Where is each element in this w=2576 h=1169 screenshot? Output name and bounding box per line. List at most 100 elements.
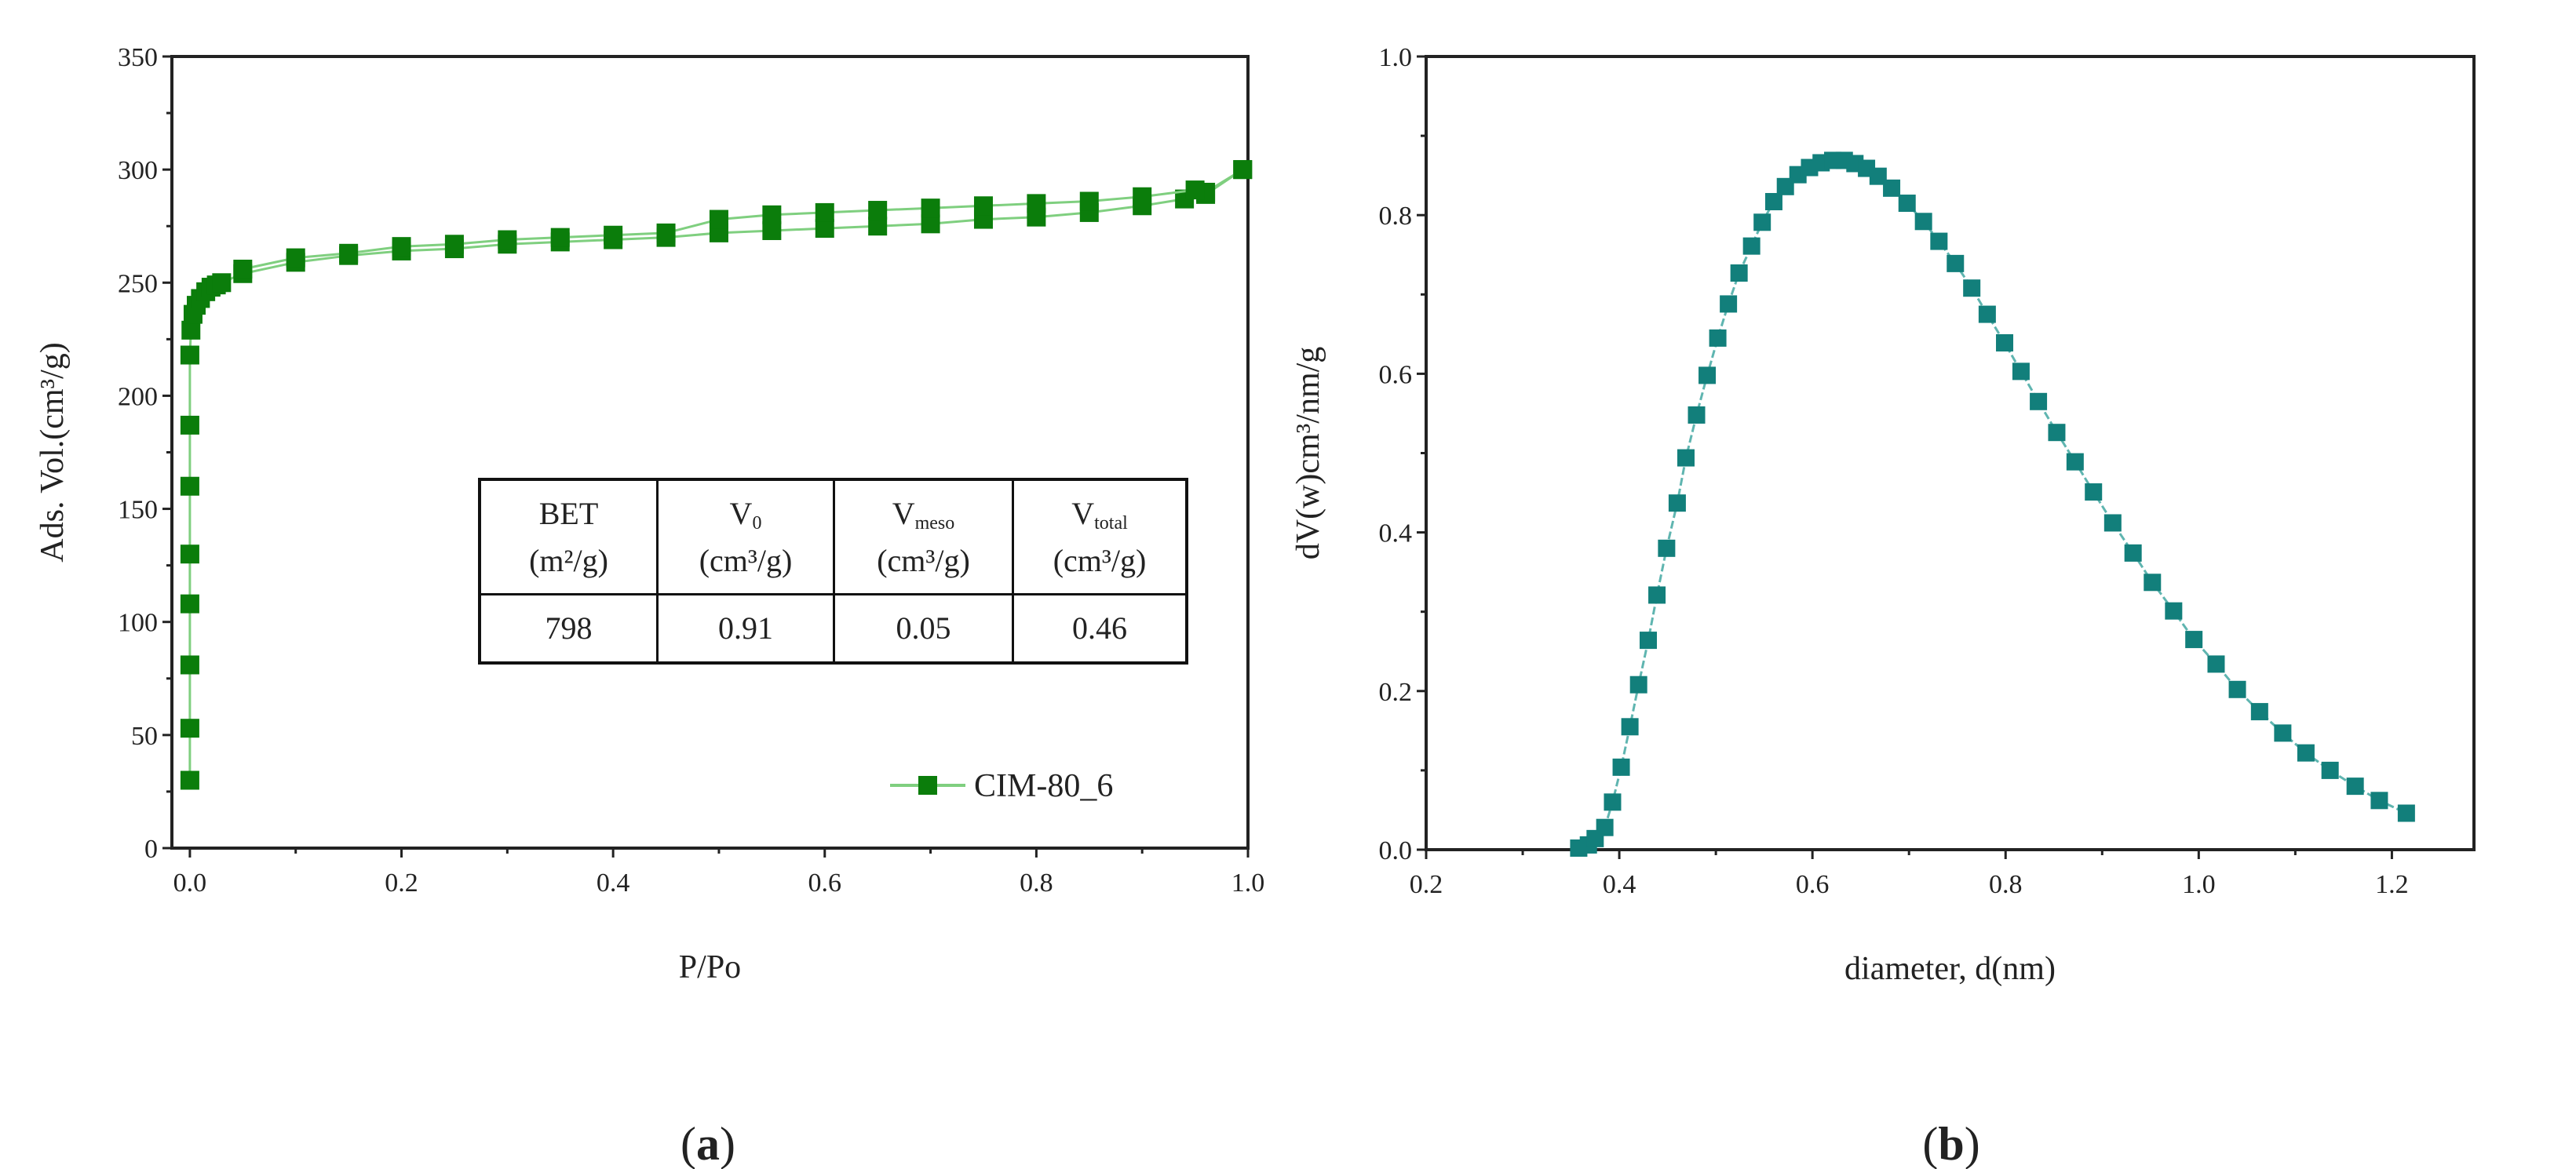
y-tick-label: 250 <box>118 269 158 298</box>
y-tick-label: 150 <box>118 496 158 525</box>
data-point <box>1612 758 1630 776</box>
data-point <box>2297 744 2315 762</box>
data-point <box>921 214 940 234</box>
data-point <box>709 209 728 229</box>
data-point <box>1079 191 1099 211</box>
data-point <box>2012 362 2030 381</box>
data-point <box>2274 724 2292 742</box>
data-point <box>180 719 199 738</box>
data-point <box>1688 406 1706 424</box>
data-point <box>2250 703 2268 721</box>
data-point <box>2085 483 2103 501</box>
x-tick-label: 0.0 <box>173 869 207 898</box>
table-header-v0: V0 (cm³/g) <box>659 481 835 595</box>
data-point <box>815 219 834 239</box>
data-point <box>815 202 834 222</box>
data-point <box>604 225 623 245</box>
data-point <box>1648 586 1666 604</box>
y-tick-label: 300 <box>118 156 158 185</box>
data-point <box>444 235 464 254</box>
table-header-vmeso: Vmeso (cm³/g) <box>835 481 1014 595</box>
data-point <box>180 476 199 496</box>
table-header-bet: BET (m²/g) <box>481 481 659 595</box>
data-point <box>212 273 232 293</box>
data-point <box>868 201 888 220</box>
y-tick-label: 350 <box>118 43 158 72</box>
data-point <box>2165 602 2183 620</box>
data-point <box>1730 264 1748 282</box>
x-tick-label: 0.8 <box>1989 870 2023 899</box>
y-tick-label: 200 <box>118 382 158 411</box>
data-point <box>762 220 782 240</box>
data-point <box>2370 792 2388 810</box>
data-point <box>2321 761 2339 779</box>
y-tick-label: 0 <box>144 835 158 864</box>
data-point <box>2030 392 2048 410</box>
data-point <box>1658 539 1676 557</box>
data-point <box>1185 180 1205 200</box>
data-point <box>1639 632 1657 650</box>
x-tick-label: 0.2 <box>1410 870 1443 899</box>
data-point <box>1720 295 1738 313</box>
data-point <box>1978 305 1996 323</box>
data-point <box>1709 329 1727 347</box>
data-point <box>2124 544 2142 562</box>
data-point <box>1996 333 2014 351</box>
data-point <box>1621 718 1639 736</box>
data-point <box>550 228 570 247</box>
data-point <box>392 237 411 257</box>
data-point <box>1898 195 1916 213</box>
x-tick-label: 0.8 <box>1020 869 1053 898</box>
x-tick-label: 1.2 <box>2375 870 2409 899</box>
data-point <box>180 770 199 790</box>
data-point <box>2228 680 2246 698</box>
data-point <box>1677 449 1695 467</box>
data-point <box>2207 655 2225 673</box>
data-point <box>1947 254 1965 272</box>
table-value-bet: 798 <box>481 595 659 661</box>
y-tick-label: 0.0 <box>1379 836 1413 865</box>
data-point <box>2346 778 2364 796</box>
x-tick-label: 0.4 <box>597 869 630 898</box>
x-tick-label: 0.4 <box>1603 870 1636 899</box>
data-point <box>180 544 199 564</box>
data-point <box>1668 494 1686 512</box>
data-point <box>921 198 940 218</box>
data-point <box>2397 804 2415 822</box>
x-tick-label: 1.0 <box>2182 870 2216 899</box>
porosity-table: BET (m²/g) V0 (cm³/g) Vmeso (cm³/g) Vtotal(… <box>478 478 1188 665</box>
data-point <box>498 230 517 249</box>
data-point <box>1596 818 1614 836</box>
data-point <box>2048 424 2066 442</box>
y-tick-label: 0.8 <box>1379 202 1413 231</box>
y-axis-label: dV(w)cm³/nm/g <box>1290 347 1326 560</box>
data-point <box>180 345 199 365</box>
plot-frame-1 <box>1425 55 2476 851</box>
data-point <box>1604 793 1622 811</box>
data-point <box>1753 213 1771 231</box>
y-tick-label: 100 <box>118 609 158 638</box>
data-point <box>868 217 888 236</box>
y-tick-label: 0.6 <box>1379 360 1413 389</box>
data-point <box>762 205 782 224</box>
table-value-vtotal: 0.46 <box>1072 610 1127 646</box>
data-point <box>1914 213 1932 231</box>
data-point <box>1869 167 1887 185</box>
data-point <box>1930 232 1948 250</box>
x-tick-label: 0.6 <box>1796 870 1830 899</box>
data-point <box>233 259 253 279</box>
data-point <box>286 248 305 268</box>
x-tick-label: 0.6 <box>808 869 842 898</box>
y-tick-label: 1.0 <box>1379 43 1413 72</box>
data-point <box>1629 676 1647 694</box>
data-point <box>1963 279 1981 297</box>
y-tick-label: 0.2 <box>1379 678 1413 707</box>
data-point <box>1883 179 1901 197</box>
y-tick-label: 50 <box>131 722 158 751</box>
data-point <box>1742 237 1761 255</box>
data-point <box>180 655 199 675</box>
data-point <box>339 243 359 263</box>
data-point <box>2144 574 2162 592</box>
table-value-vmeso: 0.05 <box>835 595 1014 661</box>
table-value-v0: 0.91 <box>659 595 835 661</box>
